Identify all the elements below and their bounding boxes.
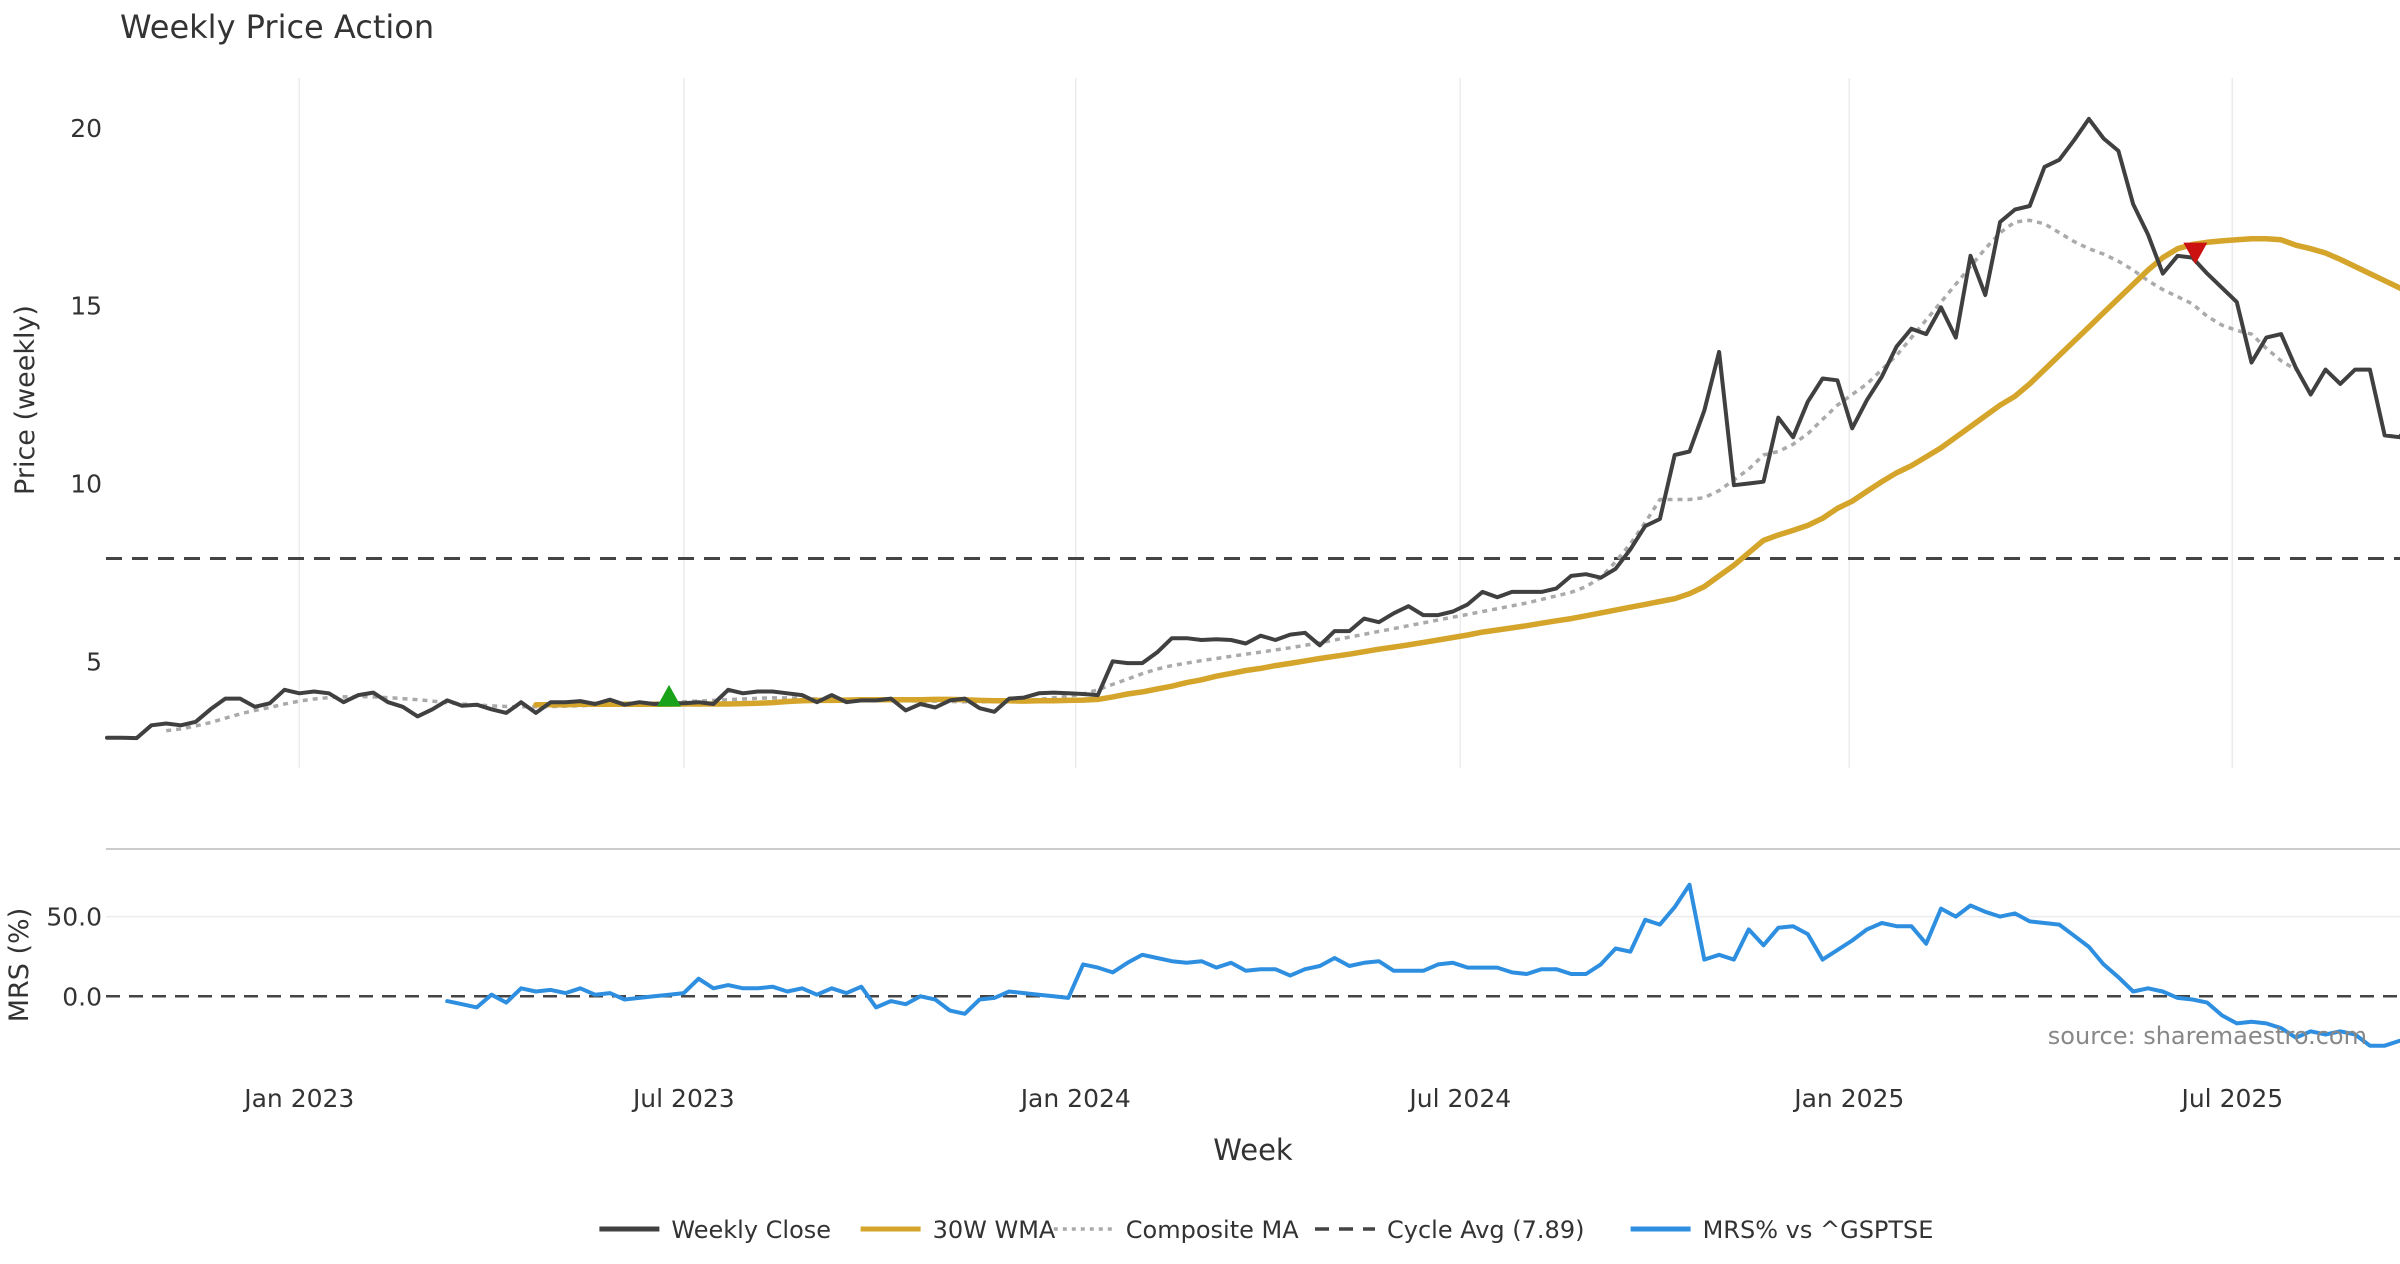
- legend-label-1: 30W WMA: [933, 1216, 1056, 1244]
- legend-label-4: MRS% vs ^GSPTSE: [1703, 1216, 1934, 1244]
- x-tick-4: Jan 2025: [1792, 1084, 1904, 1113]
- price-axis-label: Price (weekly): [10, 305, 41, 495]
- x-tick-1: Jul 2023: [631, 1084, 735, 1113]
- mrs-tick-50: 50.0: [46, 903, 102, 932]
- legend-label-2: Composite MA: [1126, 1216, 1299, 1244]
- legend-label-3: Cycle Avg (7.89): [1387, 1216, 1584, 1244]
- mrs-axis-label: MRS (%): [4, 908, 35, 1023]
- chart-figure: Weekly Price Action Price (weekly) MRS (…: [0, 0, 2400, 1260]
- price-tick-20: 20: [70, 114, 102, 143]
- x-tick-2: Jan 2024: [1019, 1084, 1131, 1113]
- x-axis-label: Week: [1213, 1133, 1293, 1167]
- legend-label-0: Weekly Close: [671, 1216, 831, 1244]
- source-label: source: sharemaestro.com: [2048, 1022, 2367, 1050]
- price-tick-10: 10: [70, 469, 102, 498]
- chart-canvas: Weekly Price Action Price (weekly) MRS (…: [0, 0, 2400, 1260]
- x-tick-0: Jan 2023: [242, 1084, 354, 1113]
- mrs-tick-0: 0.0: [62, 982, 102, 1011]
- chart-legend: Weekly Close 30W WMA Composite MA Cycle Avg…: [599, 1216, 1933, 1244]
- chart-background: [0, 0, 2400, 1260]
- price-tick-15: 15: [70, 292, 102, 321]
- chart-title: Weekly Price Action: [120, 8, 434, 46]
- x-tick-3: Jul 2024: [1407, 1084, 1511, 1113]
- price-tick-5: 5: [86, 647, 102, 676]
- x-tick-5: Jul 2025: [2179, 1084, 2283, 1113]
